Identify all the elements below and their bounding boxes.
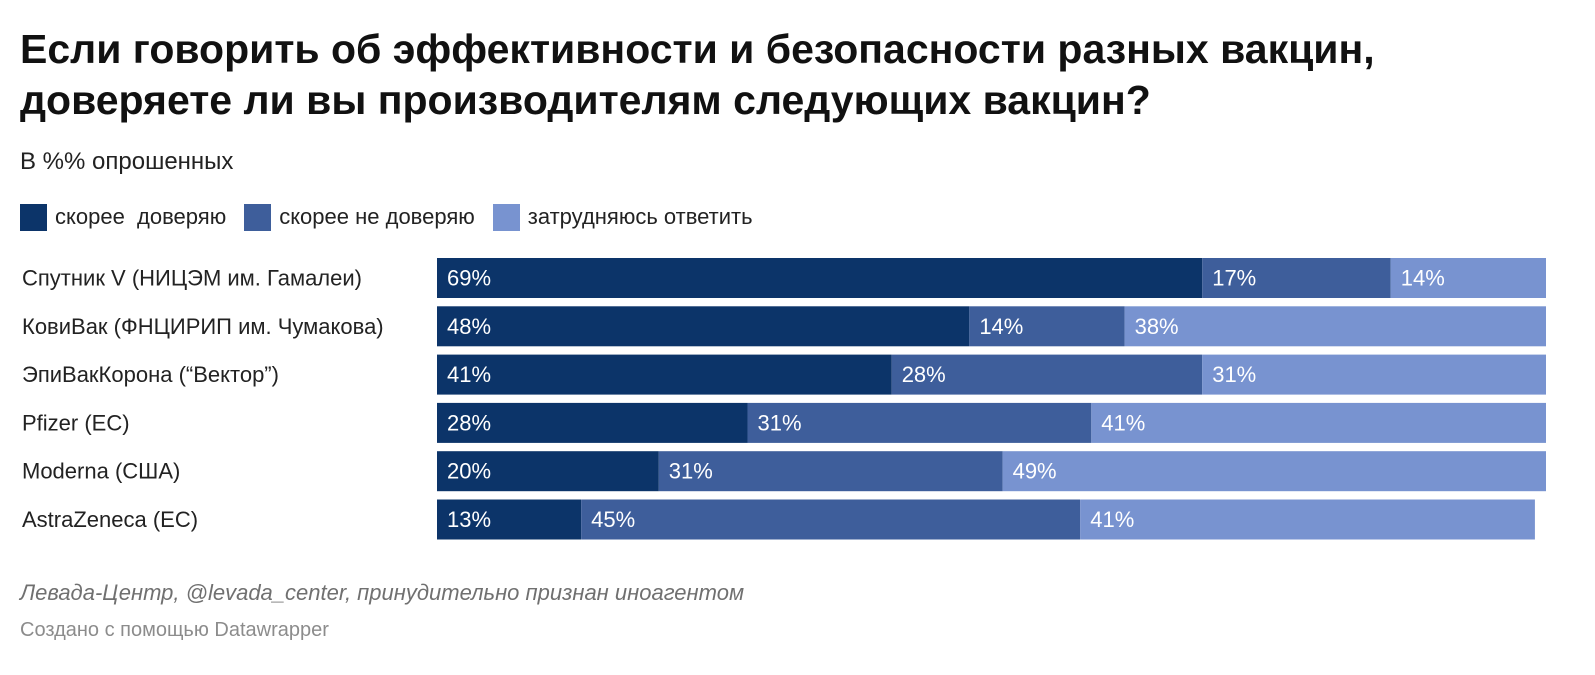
bar-segment-series-0 <box>437 258 1203 298</box>
bar-segment-series-1 <box>1202 258 1391 298</box>
stacked-bar-chart: Спутник V (НИЦЭМ им. Гамалеи) 69% 17% 14%Ко… <box>22 258 1546 540</box>
bar-segment-series-0 <box>437 306 970 347</box>
bar-row: Pfizer (ЕС) 28% 31% 41% <box>22 402 1546 443</box>
legend-item-undecided: затрудняюсь ответить <box>492 203 753 231</box>
bar-segment-series-0 <box>437 451 659 492</box>
value-label: 41% <box>447 362 491 387</box>
value-label: 31% <box>758 410 802 435</box>
bar-segment-series-1 <box>969 306 1125 347</box>
value-label: 45% <box>591 507 635 532</box>
value-label: 28% <box>902 362 946 387</box>
bar-row: КовиВак (ФНЦИРИП им. Чумакова) 48% 14% 38% <box>22 306 1546 347</box>
bar-segment-series-0 <box>437 354 892 395</box>
legend-item-distrust: скорее не доверяю <box>244 203 475 231</box>
category-label: ЭпиВакКорона (“Вектор”) <box>22 362 279 387</box>
bar-segment-series-2 <box>1002 451 1546 492</box>
legend: скорее доверяю скорее не доверяю затрудн… <box>20 201 771 233</box>
value-label: 41% <box>1090 507 1134 532</box>
bar-segment-series-2 <box>1091 402 1546 443</box>
chart-title: Если говорить об эффективности и безопас… <box>20 24 1560 126</box>
bar-segment-series-1 <box>747 402 1092 443</box>
bar-segment-series-2 <box>1202 354 1546 395</box>
value-label: 48% <box>447 314 491 339</box>
bar-segment-series-2 <box>1124 306 1546 347</box>
value-label: 31% <box>1212 362 1256 387</box>
value-label: 41% <box>1101 410 1145 435</box>
bar-segment-series-0 <box>437 402 748 443</box>
bar-row: Спутник V (НИЦЭМ им. Гамалеи) 69% 17% 14% <box>22 258 1546 298</box>
value-label: 20% <box>447 459 491 484</box>
category-label: Спутник V (НИЦЭМ им. Гамалеи) <box>22 266 362 291</box>
legend-item-trust: скорее доверяю <box>20 203 226 231</box>
value-label: 49% <box>1013 459 1057 484</box>
legend-label-trust: скорее доверяю <box>55 204 227 229</box>
value-label: 31% <box>669 459 713 484</box>
legend-swatch-distrust <box>244 203 272 231</box>
legend-swatch-trust <box>20 203 47 231</box>
legend-swatch-undecided <box>492 203 520 231</box>
value-label: 28% <box>447 410 491 435</box>
category-label: AstraZeneca (ЕС) <box>22 507 198 532</box>
bar-row: Moderna (США) 20% 31% 49% <box>22 451 1546 492</box>
value-label: 14% <box>979 314 1023 339</box>
footer-credit: Создано с помощью Datawrapper <box>20 619 329 641</box>
chart-subtitle: В %% опрошенных <box>20 148 234 175</box>
bar-segment-series-0 <box>437 499 582 540</box>
legend-label-distrust: скорее не доверяю <box>279 204 475 229</box>
value-label: 38% <box>1135 314 1179 339</box>
category-label: Pfizer (ЕС) <box>22 410 130 435</box>
legend-label-undecided: затрудняюсь ответить <box>527 204 753 229</box>
value-label: 13% <box>447 507 491 532</box>
bar-segment-series-2 <box>1080 499 1535 540</box>
bar-row: ЭпиВакКорона (“Вектор”) 41% 28% 31% <box>22 354 1546 395</box>
category-label: Moderna (США) <box>22 459 180 484</box>
chart-title-line-1: Если говорить об эффективности и безопас… <box>20 26 1375 72</box>
bar-segment-series-2 <box>1390 258 1546 298</box>
chart-title-line-2: доверяете ли вы производителям следующих… <box>20 77 1151 123</box>
value-label: 17% <box>1212 266 1256 291</box>
bar-segment-series-1 <box>658 451 1003 492</box>
bar-row: AstraZeneca (ЕС) 13% 45% 41% <box>22 499 1535 540</box>
footer-source: Левада-Центр, @levada_center, принудител… <box>20 580 745 605</box>
value-label: 69% <box>447 266 491 291</box>
category-label: КовиВак (ФНЦИРИП им. Чумакова) <box>22 314 384 339</box>
bar-segment-series-1 <box>891 354 1203 395</box>
value-label: 14% <box>1401 266 1445 291</box>
bar-segment-series-1 <box>581 499 1081 540</box>
